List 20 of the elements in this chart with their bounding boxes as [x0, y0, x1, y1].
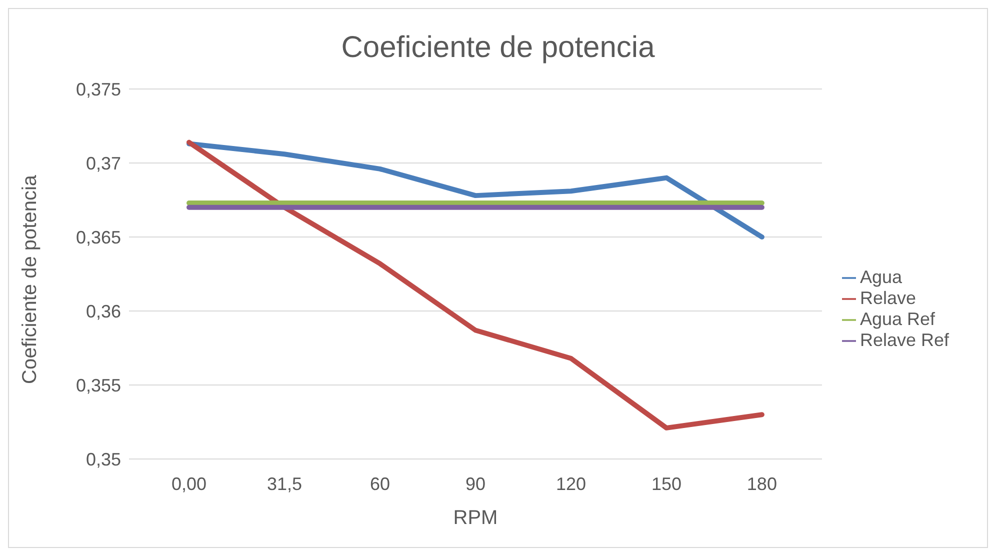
- y-tick-label: 0,36: [86, 301, 121, 322]
- legend-label: Agua Ref: [860, 309, 936, 329]
- x-tick-label: 150: [651, 474, 682, 494]
- x-tick-label: 120: [556, 474, 586, 494]
- y-tick-label: 0,35: [86, 449, 121, 470]
- y-tick-label: 0,375: [76, 79, 121, 100]
- x-tick-label: 180: [746, 474, 777, 494]
- y-tick-label: 0,37: [86, 153, 121, 174]
- x-tick-label: 90: [465, 474, 486, 494]
- chart-title: Coeficiente de potencia: [340, 30, 656, 66]
- legend-label: Agua: [860, 267, 902, 287]
- x-tick-label: 31,5: [266, 474, 302, 494]
- y-axis-title: Coeficiente de potencia: [19, 174, 42, 384]
- y-tick-label: 0,365: [76, 227, 121, 248]
- x-tick-label: 60: [370, 474, 390, 494]
- legend-label: Relave: [860, 288, 916, 308]
- y-tick-label: 0,355: [76, 375, 121, 396]
- x-axis-title: RPM: [453, 507, 498, 529]
- x-tick-label: 0,00: [171, 474, 207, 494]
- legend-label: Relave Ref: [860, 330, 949, 350]
